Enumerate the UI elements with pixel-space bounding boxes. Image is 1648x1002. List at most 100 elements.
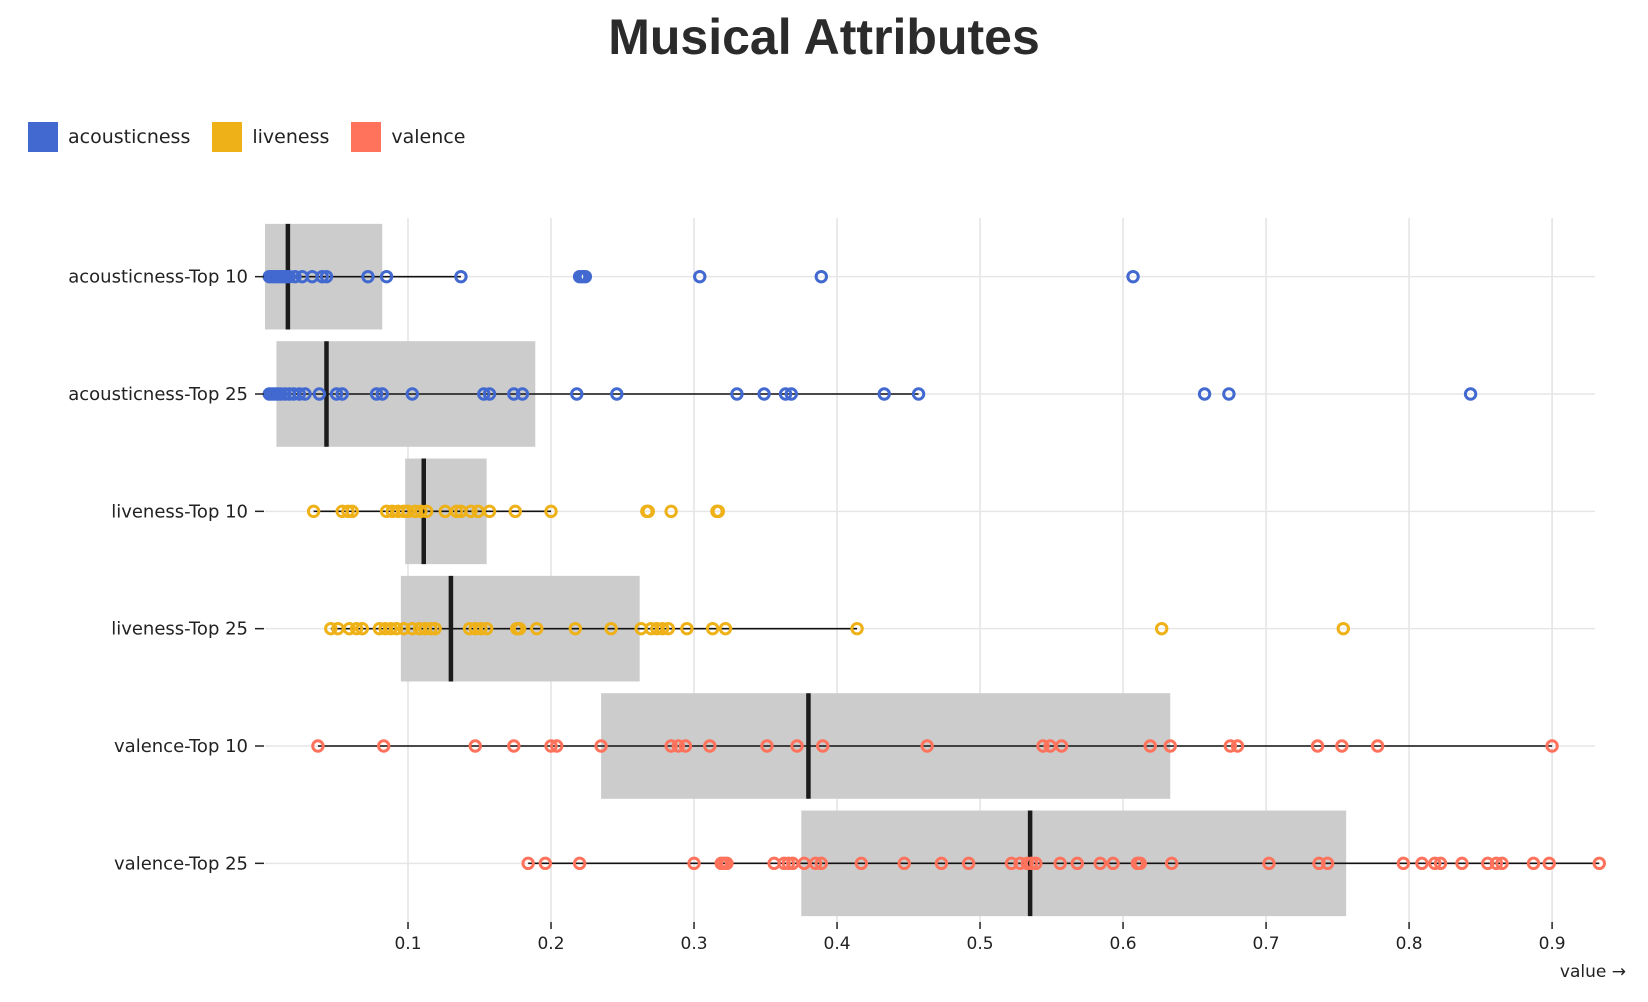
legend: acousticness liveness valence [28,122,487,152]
data-point-liveness-top-10 [341,504,355,519]
data-point-valence-top-10 [1054,739,1069,753]
x-tick-label: 0.4 [824,934,851,954]
data-point-valence-top-25 [1455,856,1469,871]
x-tick-label: 0.7 [1253,934,1280,954]
data-point-valence-top-10 [816,739,830,753]
data-point-valence-top-25 [1481,856,1495,871]
data-point-valence-top-25 [1592,856,1606,871]
data-point-acousticness-top-25 [570,387,584,401]
legend-swatch-valence [351,122,382,152]
data-point-liveness-top-25 [604,621,618,636]
data-point-acousticness-top-10 [814,269,829,284]
data-point-valence-top-10 [544,739,558,753]
y-tick-label: acousticness-Top 10 [68,267,248,288]
data-point-liveness-top-25 [424,621,438,636]
data-point-valence-top-10 [594,739,608,753]
data-point-valence-top-25 [1415,856,1429,871]
legend-swatch-acousticness [28,122,58,152]
data-point-acousticness-top-25 [778,387,793,401]
data-point-valence-top-25 [1106,856,1120,871]
data-point-valence-top-25 [1526,856,1541,871]
data-point-valence-top-25 [1542,856,1556,871]
data-point-valence-top-25 [1164,856,1179,871]
data-point-acousticness-top-25 [515,387,530,401]
data-point-acousticness-top-25 [329,387,344,401]
data-point-liveness-top-10 [544,504,558,519]
data-point-acousticness-top-10 [319,269,334,284]
data-point-valence-top-10 [376,739,391,753]
data-point-valence-top-10 [1310,739,1325,753]
x-tick-label: 0.5 [967,934,994,954]
x-tick-label: 0.8 [1396,934,1423,954]
data-point-valence-top-10 [1335,739,1349,753]
data-point-valence-top-25 [1428,856,1442,871]
x-tick-label: 0.1 [394,934,421,954]
data-point-valence-top-25 [572,856,587,871]
data-point-liveness-top-10 [508,504,522,519]
y-tick-label: acousticness-Top 25 [68,384,248,405]
data-point-liveness-top-25 [428,621,442,636]
x-tick-label: 0.9 [1539,934,1566,954]
legend-item-valence: valence [351,122,465,152]
data-point-liveness-top-25 [530,621,544,636]
data-point-liveness-top-25 [661,621,675,636]
data-point-liveness-top-25 [655,621,670,636]
data-point-valence-top-25 [814,856,829,871]
data-point-acousticness-top-10 [454,269,468,284]
data-point-acousticness-top-10 [288,269,302,284]
data-point-acousticness-top-25 [375,387,389,401]
legend-label-valence: valence [391,126,466,148]
x-axis-label: value → [1560,962,1626,982]
data-point-acousticness-top-25 [1197,387,1212,401]
data-point-valence-top-25 [1024,856,1039,871]
legend-swatch-liveness [212,122,243,152]
data-point-acousticness-top-25 [730,387,744,401]
data-point-liveness-top-10 [306,504,321,519]
data-point-valence-top-10 [920,739,934,753]
data-point-liveness-top-25 [1154,621,1169,636]
data-point-valence-top-10 [1036,739,1050,753]
y-tick-label: liveness-Top 10 [111,501,248,522]
data-point-liveness-top-25 [384,621,398,636]
data-point-valence-top-25 [961,856,976,871]
data-point-valence-top-10 [790,739,804,753]
data-point-liveness-top-10 [414,504,428,519]
data-point-acousticness-top-10 [315,269,329,284]
data-point-valence-top-25 [1312,856,1326,871]
data-point-liveness-top-25 [1336,621,1351,636]
x-tick-label: 0.3 [681,934,708,954]
data-point-valence-top-25 [808,856,823,871]
data-point-valence-top-10 [468,739,482,753]
data-point-acousticness-top-25 [911,387,926,401]
data-point-valence-top-25 [1093,856,1107,871]
data-point-liveness-top-25 [349,621,364,636]
data-point-valence-top-25 [1262,856,1276,871]
data-point-valence-top-25 [934,856,949,871]
data-point-valence-top-10 [760,739,774,753]
data-point-valence-top-25 [1004,856,1019,871]
data-point-acousticness-top-25 [312,387,327,401]
data-point-valence-top-10 [703,739,717,753]
data-point-acousticness-top-25 [610,387,624,401]
data-point-valence-top-10 [1163,739,1177,753]
data-point-valence-top-10 [1545,739,1559,753]
data-point-valence-top-25 [1029,856,1043,871]
y-tick-label: valence-Top 25 [114,853,248,874]
data-point-liveness-top-25 [342,621,357,636]
data-point-liveness-top-25 [568,621,583,636]
data-point-acousticness-top-10 [361,269,375,284]
data-point-acousticness-top-25 [335,387,349,401]
data-point-acousticness-top-25 [369,387,384,401]
data-point-valence-top-10 [1223,739,1238,753]
data-point-valence-top-25 [781,856,796,871]
data-point-valence-top-25 [1396,856,1411,871]
data-point-valence-top-25 [854,856,869,871]
data-point-acousticness-top-25 [1463,387,1478,401]
data-point-valence-top-25 [1020,856,1034,871]
data-point-liveness-top-25 [479,621,494,636]
data-point-valence-top-25 [1433,856,1448,871]
data-point-valence-top-25 [538,856,553,871]
data-point-valence-top-25 [521,856,535,871]
data-point-liveness-top-25 [474,621,488,636]
